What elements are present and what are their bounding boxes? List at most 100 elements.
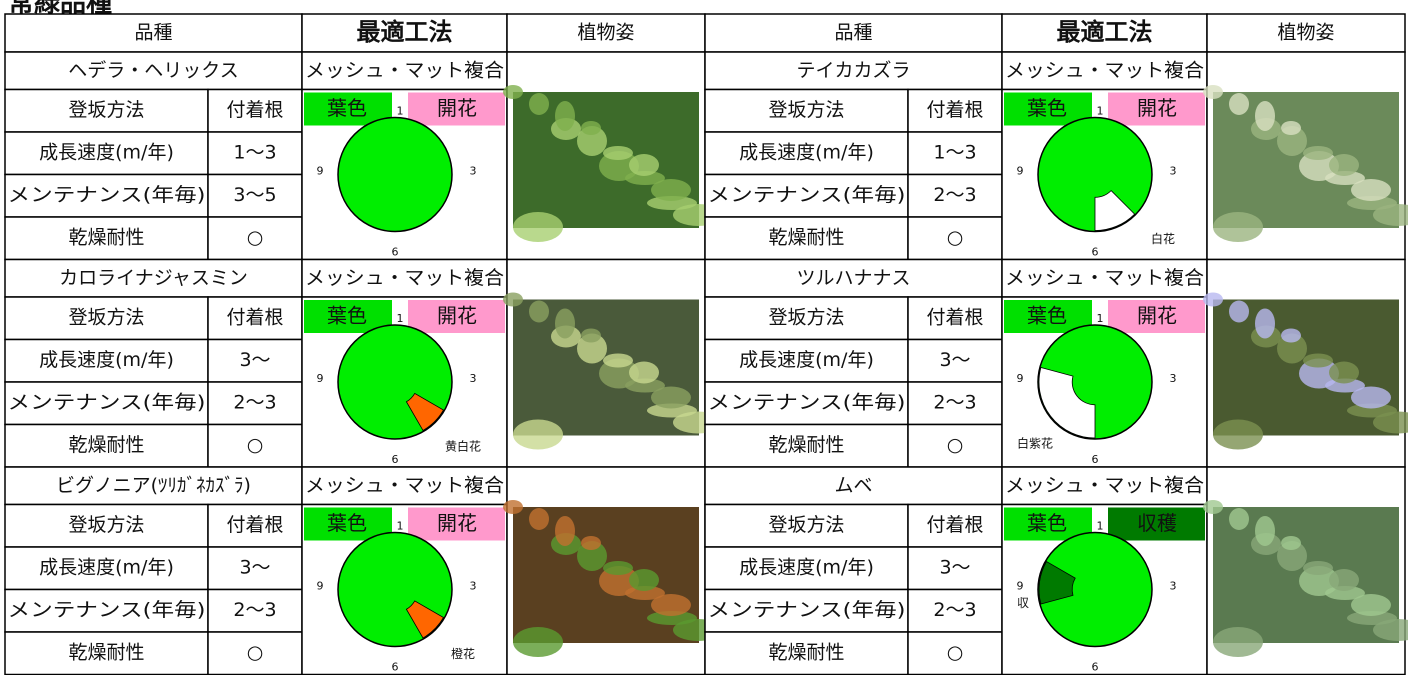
photo-detail — [503, 500, 523, 514]
cell-text: テイカカズラ — [796, 60, 910, 82]
photo-detail — [603, 353, 633, 368]
photo-detail — [1373, 411, 1408, 434]
cell-text: ツルハナナス — [796, 267, 910, 289]
photo-detail — [1213, 419, 1263, 450]
cell — [207, 503, 303, 548]
cell-text: 6 — [1092, 246, 1099, 259]
flower-period — [1094, 190, 1136, 231]
photo-detail — [629, 361, 659, 384]
photo-detail — [1373, 204, 1408, 226]
cell-text: 9 — [317, 165, 324, 178]
season-box — [408, 507, 505, 541]
cell-text: 6 — [1092, 453, 1099, 466]
cell — [907, 88, 1003, 133]
cell-text: 1 — [1097, 312, 1104, 325]
month-box — [393, 516, 407, 535]
cell-text: 開花 — [437, 304, 477, 328]
cell — [207, 173, 303, 218]
cell-text: 6 — [1092, 661, 1099, 674]
photo-detail — [1277, 333, 1307, 364]
cell-text: 付着根 — [926, 514, 983, 536]
chart-disk — [337, 116, 453, 233]
cell-text: 葉色 — [1027, 304, 1067, 328]
cell — [704, 173, 909, 218]
cell — [4, 466, 303, 506]
cell-text: 6 — [392, 246, 399, 259]
photo-detail — [577, 541, 607, 571]
photo-detail — [625, 378, 665, 393]
photo-detail — [1277, 541, 1307, 571]
cell-text: 9 — [317, 372, 324, 385]
photo-detail — [513, 419, 563, 450]
cell-text: 成長速度(m/年) — [739, 557, 874, 579]
cell-text: ○ — [947, 434, 964, 456]
cell-text: 付着根 — [226, 307, 283, 329]
photo-detail — [603, 561, 633, 575]
cell — [4, 258, 303, 298]
cell-text: 3 — [1170, 165, 1177, 178]
cell — [4, 546, 209, 591]
chart-disk — [1037, 531, 1153, 648]
photo-detail — [1303, 353, 1333, 368]
cell-text: 白花 — [1151, 231, 1175, 246]
cell-text: 収穫 — [1137, 511, 1177, 535]
cell — [704, 546, 909, 591]
photo-detail — [651, 179, 691, 201]
cell — [4, 381, 209, 426]
photo-detail — [1325, 378, 1365, 393]
cell-text: メッシュ・マット複合 — [1005, 60, 1204, 82]
photo-detail — [1351, 386, 1391, 409]
photo-detail — [651, 594, 691, 616]
cell-text: 9 — [1017, 165, 1024, 178]
photo-detail — [1277, 126, 1307, 156]
month-box — [1093, 516, 1107, 535]
cell-text: 3～ — [939, 349, 970, 371]
cell-text: 登坂方法 — [768, 514, 844, 536]
cell-text: 黄白花 — [445, 439, 481, 454]
month-box — [1093, 101, 1107, 120]
cell-text: 最適工法 — [1057, 18, 1153, 46]
cell — [301, 51, 508, 91]
cell-text: 品種 — [834, 22, 872, 44]
cell-text: 乾燥耐性 — [768, 642, 844, 664]
cell-text: 2～3 — [933, 392, 976, 414]
cell-text: 1～3 — [933, 142, 976, 164]
cell-text: 9 — [1017, 580, 1024, 593]
photo-detail — [581, 536, 601, 550]
cell-text: 3～ — [939, 557, 970, 579]
photo-detail — [581, 121, 601, 135]
photo-detail — [629, 154, 659, 176]
month-box — [1093, 309, 1107, 327]
cell-text: 1～3 — [233, 142, 276, 164]
photo-detail — [1203, 85, 1223, 99]
cell — [907, 296, 1003, 341]
cell-text: 開花 — [437, 96, 477, 120]
cell — [704, 631, 909, 676]
photo-detail — [1281, 121, 1301, 135]
cell — [301, 466, 508, 506]
cell — [4, 173, 209, 218]
cell — [301, 258, 508, 298]
cell — [4, 338, 209, 383]
cell-text: 乾燥耐性 — [68, 227, 144, 249]
season-box — [408, 300, 505, 333]
photo-detail — [1303, 146, 1333, 160]
season-box — [1108, 507, 1205, 541]
cell-text: 最適工法 — [357, 18, 453, 46]
cell-text: 登坂方法 — [68, 307, 144, 329]
cell-text: 白紫花 — [1017, 436, 1053, 451]
cell — [704, 131, 909, 176]
cell-text: 3～ — [239, 557, 270, 579]
cell-text: 葉色 — [1027, 96, 1067, 120]
cell — [907, 631, 1003, 676]
photo-detail — [1329, 361, 1359, 384]
season-box — [1108, 300, 1205, 333]
cell-text: 3 — [1170, 372, 1177, 385]
cell-text: 2～3 — [233, 599, 276, 621]
cell — [704, 503, 909, 548]
cell-text: 葉色 — [327, 96, 367, 120]
cell — [207, 588, 303, 633]
cell — [207, 631, 303, 676]
photo-detail — [651, 386, 691, 409]
cell-text: ○ — [947, 642, 964, 664]
